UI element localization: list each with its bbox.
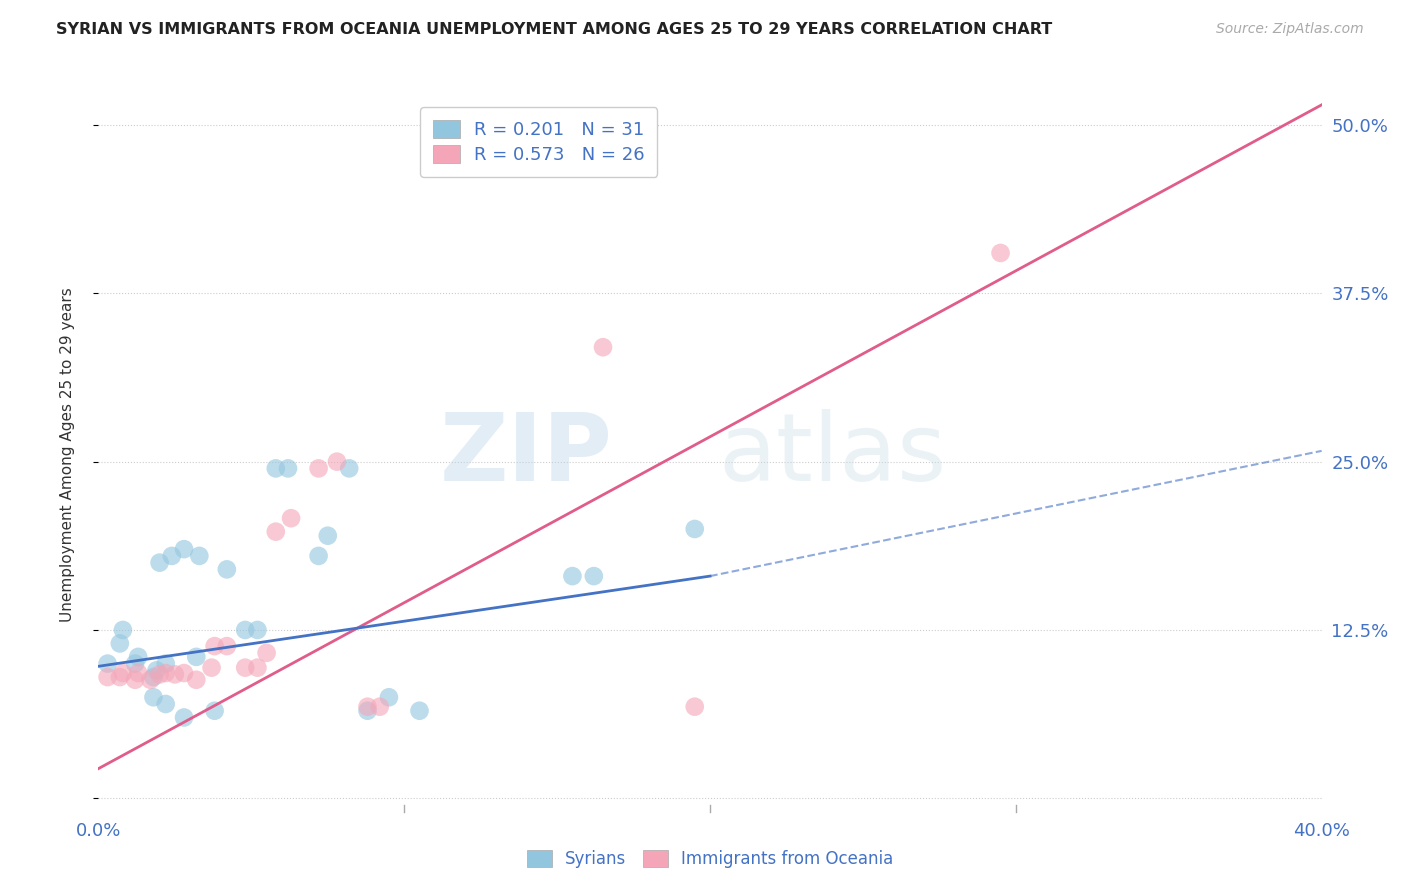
Point <box>127 649 149 664</box>
Point <box>408 704 430 718</box>
Point <box>127 666 149 681</box>
Point <box>233 623 256 637</box>
Point <box>186 649 208 664</box>
Y-axis label: Unemployment Among Ages 25 to 29 years: Unemployment Among Ages 25 to 29 years <box>60 287 75 623</box>
Point <box>163 667 186 681</box>
Point <box>378 690 401 705</box>
Point <box>233 660 256 674</box>
Point <box>124 657 146 671</box>
Point <box>124 673 146 687</box>
Point <box>337 461 360 475</box>
Point <box>246 623 269 637</box>
Point <box>142 690 165 705</box>
Point <box>683 699 706 714</box>
Point <box>308 461 330 475</box>
Point <box>356 704 378 718</box>
Point <box>326 455 349 469</box>
Point <box>215 639 238 653</box>
Point <box>200 660 222 674</box>
Text: Source: ZipAtlas.com: Source: ZipAtlas.com <box>1216 22 1364 37</box>
Point <box>160 549 183 563</box>
Point <box>316 529 339 543</box>
Point <box>97 657 120 671</box>
Point <box>149 667 172 681</box>
Point <box>308 549 330 563</box>
Point <box>97 670 120 684</box>
Point <box>149 556 172 570</box>
Point <box>173 542 195 557</box>
Text: SYRIAN VS IMMIGRANTS FROM OCEANIA UNEMPLOYMENT AMONG AGES 25 TO 29 YEARS CORRELA: SYRIAN VS IMMIGRANTS FROM OCEANIA UNEMPL… <box>56 22 1053 37</box>
Point <box>683 522 706 536</box>
Point <box>173 666 195 681</box>
Point <box>204 639 226 653</box>
Point <box>256 646 278 660</box>
Point <box>108 636 131 650</box>
Point <box>592 340 614 354</box>
Text: ZIP: ZIP <box>439 409 612 501</box>
Point <box>155 657 177 671</box>
Point <box>264 524 287 539</box>
Point <box>204 704 226 718</box>
Point <box>139 673 162 687</box>
Point <box>246 660 269 674</box>
Text: atlas: atlas <box>718 409 946 501</box>
Legend: Syrians, Immigrants from Oceania: Syrians, Immigrants from Oceania <box>520 843 900 875</box>
Point <box>582 569 605 583</box>
Point <box>280 511 302 525</box>
Point <box>264 461 287 475</box>
Point <box>215 562 238 576</box>
Point <box>111 623 134 637</box>
Point <box>356 699 378 714</box>
Point <box>111 666 134 681</box>
Point <box>277 461 299 475</box>
Point <box>142 670 165 684</box>
Point <box>155 666 177 681</box>
Point <box>561 569 583 583</box>
Point <box>145 664 167 678</box>
Point <box>108 670 131 684</box>
Point <box>990 246 1012 260</box>
Point <box>368 699 391 714</box>
Point <box>173 710 195 724</box>
Point <box>188 549 211 563</box>
Point <box>155 697 177 711</box>
Point <box>186 673 208 687</box>
